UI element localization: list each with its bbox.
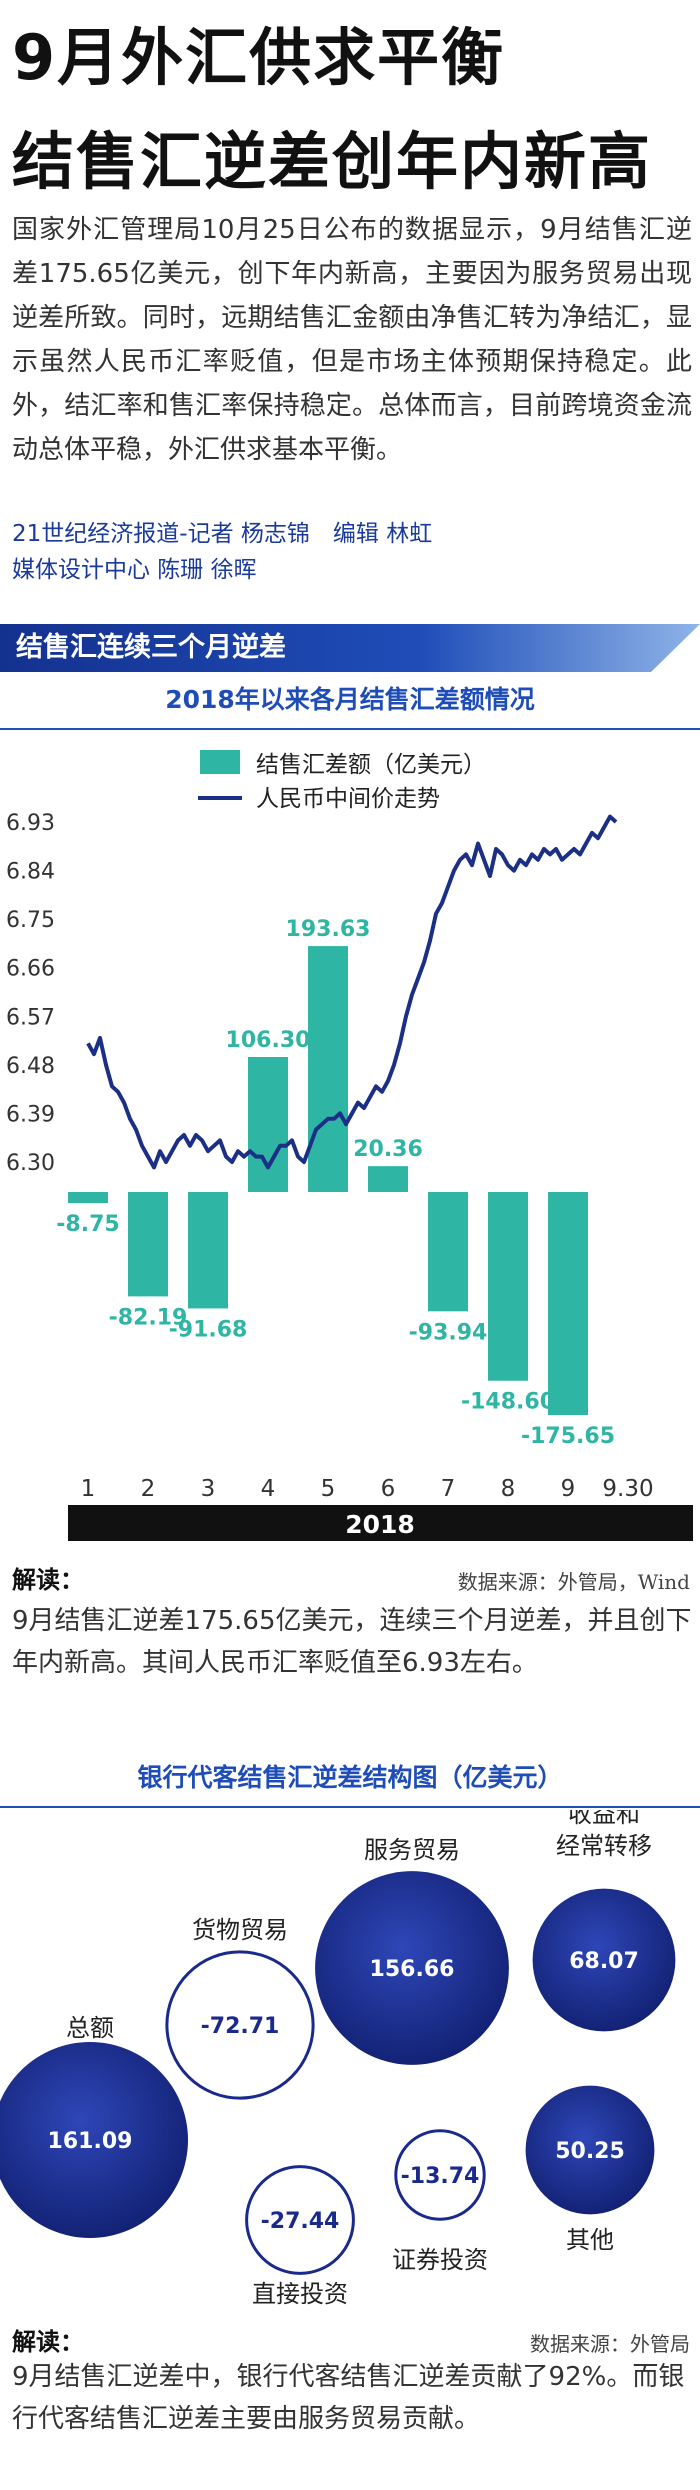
section-heading-band: 结售汇连续三个月逆差 bbox=[0, 624, 700, 672]
bar-value-label: -148.60 bbox=[461, 1390, 555, 1415]
headline-line-1: 9月外汇供求平衡 bbox=[12, 21, 506, 94]
bubble-name-label: 总额 bbox=[66, 2014, 114, 2042]
bubble bbox=[165, 1950, 315, 2100]
bar bbox=[368, 1166, 408, 1192]
headline: 9月外汇供求平衡 结售汇逆差创年内新高 bbox=[12, 6, 692, 214]
byline-design: 媒体设计中心 陈珊 徐晖 bbox=[12, 557, 257, 583]
y-tick-label: 6.93 bbox=[6, 811, 55, 836]
bubble bbox=[525, 2085, 655, 2215]
bubble-name-label: 经常转移 bbox=[556, 1832, 652, 1860]
chart2-bubbles: 161.09 总额 -72.71 货物贸易 156.66 服务贸易 68.07 收益和经常转移… bbox=[0, 1810, 676, 2308]
bar-value-label: -8.75 bbox=[56, 1212, 119, 1237]
rmb-midpoint-line bbox=[86, 814, 618, 1170]
bar bbox=[248, 1056, 288, 1192]
chart1-divider bbox=[0, 728, 700, 730]
bar-value-label: -93.94 bbox=[409, 1320, 488, 1345]
bubble-value-label: -27.44 bbox=[261, 2209, 340, 2234]
bar bbox=[128, 1192, 168, 1297]
x-tick-label: 5 bbox=[321, 1476, 336, 1502]
note2-label: 解读： bbox=[12, 2328, 84, 2356]
x-tick-label: 7 bbox=[441, 1476, 456, 1502]
y-tick-label: 6.48 bbox=[6, 1054, 55, 1079]
byline-reporter: 21世纪经济报道-记者 杨志锦 编辑 林虹 bbox=[12, 521, 433, 547]
bubble bbox=[532, 1888, 676, 2032]
bar bbox=[428, 1192, 468, 1312]
note2-source: 数据来源：外管局 bbox=[530, 2332, 690, 2356]
bar-value-label: 20.36 bbox=[353, 1137, 423, 1162]
bubble-name-label: 直接投资 bbox=[252, 2280, 348, 2308]
bar-value-label: 193.63 bbox=[286, 917, 371, 942]
note1-text: 9月结售汇逆差175.65亿美元，连续三个月逆差，并且创下年内新高。其间人民币汇… bbox=[12, 1606, 692, 1678]
x-tick-label: 2 bbox=[141, 1476, 156, 1502]
bar-line-chart: 结售汇差额（亿美元） 人民币中间价走势 6.93 6.84 6.75 6.66 6.57… bbox=[6, 750, 693, 1541]
y-tick-label: 6.84 bbox=[6, 860, 55, 885]
bar bbox=[188, 1192, 228, 1309]
bubble-name-label: 收益和 bbox=[568, 1810, 640, 1828]
chart1-title: 2018年以来各月结售汇差额情况 bbox=[165, 685, 535, 714]
legend-bar-swatch bbox=[200, 750, 240, 774]
bar bbox=[68, 1192, 108, 1204]
intro-paragraph: 国家外汇管理局10月25日公布的数据显示，9月结售汇逆差175.65亿美元，创下… bbox=[12, 215, 692, 465]
x-axis-year-band bbox=[68, 1505, 693, 1541]
bubble-value-label: 156.66 bbox=[370, 1957, 455, 1982]
note2-text: 9月结售汇逆差中，银行代客结售汇逆差贡献了92%。而银行代客结售汇逆差主要由服务… bbox=[12, 2362, 685, 2434]
bubble-value-label: 50.25 bbox=[555, 2139, 625, 2164]
bubble bbox=[394, 2129, 486, 2221]
chart1-x-ticks: 1 2 3 4 5 6 7 8 9 9.30 bbox=[81, 1476, 654, 1502]
bubble-value-label: -13.74 bbox=[401, 2164, 480, 2189]
headline-line-2: 结售汇逆差创年内新高 bbox=[12, 125, 653, 198]
bubble bbox=[0, 2042, 188, 2238]
x-tick-label: 1 bbox=[81, 1476, 96, 1502]
bar-value-label: -82.19 bbox=[109, 1305, 188, 1330]
bubble-chart: 161.09 总额 -72.71 货物贸易 156.66 服务贸易 68.07 收益和经常转移… bbox=[0, 1810, 676, 2308]
bubble-value-label: 68.07 bbox=[569, 1949, 639, 1974]
x-tick-label: 6 bbox=[381, 1476, 396, 1502]
bubble-name-label: 证券投资 bbox=[392, 2246, 488, 2274]
bubble bbox=[315, 1871, 509, 2065]
x-tick-label: 8 bbox=[501, 1476, 516, 1502]
bubble-value-label: -72.71 bbox=[201, 2014, 280, 2039]
chart1-bars bbox=[68, 946, 588, 1416]
bar-value-label: 106.30 bbox=[226, 1028, 311, 1053]
x-tick-label: 9 bbox=[561, 1476, 576, 1502]
y-tick-label: 6.66 bbox=[6, 957, 55, 982]
bar-value-label: -91.68 bbox=[169, 1317, 248, 1342]
bubble-name-label: 服务贸易 bbox=[364, 1836, 460, 1864]
chart2-title: 银行代客结售汇逆差结构图（亿美元） bbox=[137, 1763, 563, 1792]
bar bbox=[308, 946, 348, 1192]
bar bbox=[488, 1192, 528, 1381]
chart1-bar-labels: -8.75 -82.19-91.68 106.30 193.63 20.36 -93.94… bbox=[56, 917, 615, 1449]
y-tick-label: 6.57 bbox=[6, 1005, 55, 1030]
x-tick-label: 3 bbox=[201, 1476, 216, 1502]
section-heading: 结售汇连续三个月逆差 bbox=[16, 632, 286, 663]
bar bbox=[548, 1192, 588, 1416]
y-tick-label: 6.75 bbox=[6, 908, 55, 933]
bar-value-label: -175.65 bbox=[521, 1424, 615, 1449]
bubble-name-label: 其他 bbox=[566, 2226, 614, 2254]
x-tick-label: 4 bbox=[261, 1476, 276, 1502]
chart2-divider bbox=[0, 1806, 700, 1808]
y-tick-label: 6.39 bbox=[6, 1102, 55, 1127]
y-tick-label: 6.30 bbox=[6, 1151, 55, 1176]
legend-line-label: 人民币中间价走势 bbox=[256, 786, 440, 812]
bubble-value-label: 161.09 bbox=[48, 2129, 133, 2154]
note1-label: 解读： bbox=[12, 1566, 84, 1594]
legend-bar-label: 结售汇差额（亿美元） bbox=[256, 752, 486, 778]
bubble-name-label: 货物贸易 bbox=[192, 1916, 288, 1944]
note1-source: 数据来源：外管局，Wind bbox=[457, 1570, 690, 1594]
byline: 21世纪经济报道-记者 杨志锦 编辑 林虹 媒体设计中心 陈珊 徐晖 bbox=[12, 516, 692, 588]
chart1-legend: 结售汇差额（亿美元） 人民币中间价走势 bbox=[198, 750, 486, 812]
x-axis-year-label: 2018 bbox=[345, 1510, 415, 1539]
x-tick-label: 9.30 bbox=[602, 1476, 653, 1502]
section-band-background bbox=[0, 624, 700, 672]
bubble bbox=[245, 2165, 355, 2275]
chart1-y-ticks: 6.93 6.84 6.75 6.66 6.57 6.48 6.39 6.30 bbox=[6, 811, 55, 1176]
